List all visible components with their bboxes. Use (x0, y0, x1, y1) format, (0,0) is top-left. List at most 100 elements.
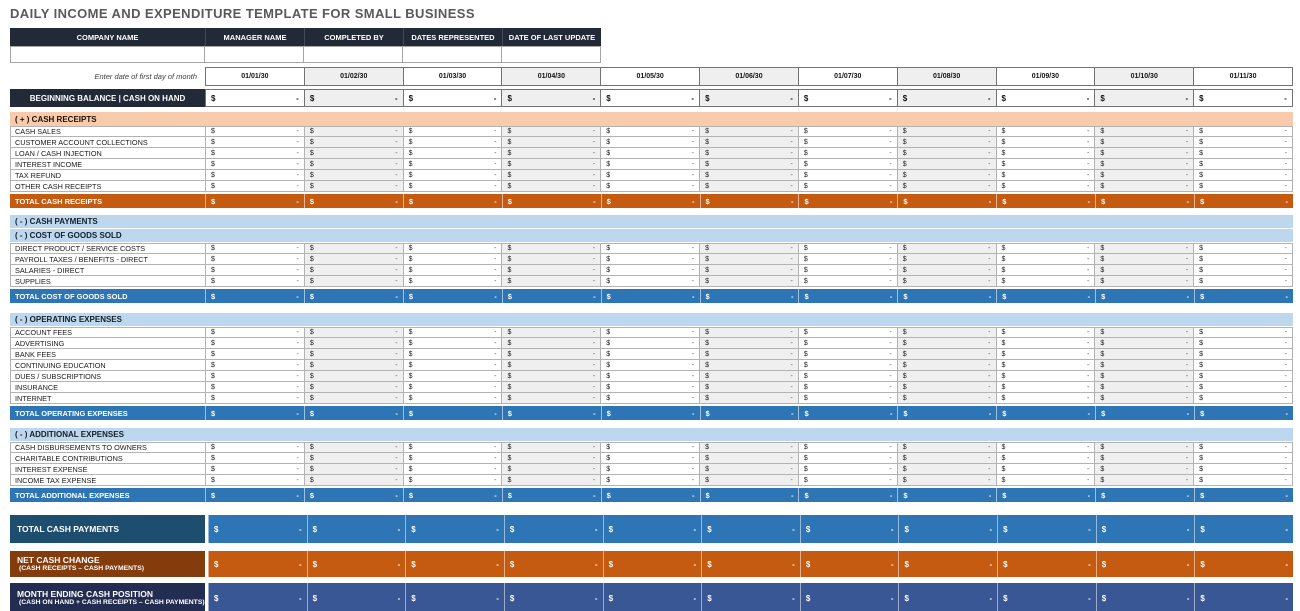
value-cell[interactable]: $ - (896, 338, 996, 349)
date-cell[interactable]: 01/09/30 (996, 67, 1096, 86)
value-cell[interactable]: $ - (205, 349, 304, 360)
summary-value-cell[interactable]: $ - (208, 551, 307, 577)
total-value-cell[interactable]: $ - (1095, 194, 1195, 208)
value-cell[interactable]: $ - (896, 464, 996, 475)
value-cell[interactable]: $ - (995, 475, 1095, 486)
date-cell[interactable]: 01/02/30 (304, 67, 404, 86)
total-value-cell[interactable]: $ - (600, 488, 700, 502)
value-cell[interactable]: $ - (205, 170, 304, 181)
total-value-cell[interactable]: $ - (1194, 406, 1293, 420)
value-cell[interactable]: $ - (1193, 148, 1293, 159)
total-value-cell[interactable]: $ - (205, 289, 304, 303)
value-cell[interactable]: $ - (501, 382, 601, 393)
summary-value-cell[interactable]: $ - (405, 515, 504, 543)
value-cell[interactable]: $ - (995, 181, 1095, 192)
value-cell[interactable]: $ - (600, 442, 700, 453)
value-cell[interactable]: $ - (995, 382, 1095, 393)
value-cell[interactable]: $ - (501, 338, 601, 349)
value-cell[interactable]: $ - (896, 243, 996, 254)
date-cell[interactable]: 01/11/30 (1194, 67, 1293, 86)
value-cell[interactable]: $ - (402, 254, 502, 265)
total-value-cell[interactable]: $ - (600, 289, 700, 303)
value-cell[interactable]: $ - (995, 170, 1095, 181)
value-cell[interactable]: $ - (1193, 276, 1293, 287)
value-cell[interactable]: $ - (700, 89, 799, 107)
value-cell[interactable]: $ - (402, 393, 502, 404)
value-cell[interactable]: $ - (995, 464, 1095, 475)
value-cell[interactable]: $ - (1193, 464, 1293, 475)
value-cell[interactable]: $ - (797, 338, 897, 349)
value-cell[interactable]: $ - (995, 338, 1095, 349)
value-cell[interactable]: $ - (1094, 148, 1194, 159)
value-cell[interactable]: $ - (205, 243, 304, 254)
value-cell[interactable]: $ - (699, 254, 798, 265)
value-cell[interactable]: $ - (896, 254, 996, 265)
value-cell[interactable]: $ - (896, 170, 996, 181)
value-cell[interactable]: $ - (402, 338, 502, 349)
value-cell[interactable]: $ - (303, 276, 403, 287)
value-cell[interactable]: $ - (699, 349, 798, 360)
value-cell[interactable]: $ - (1094, 276, 1194, 287)
value-cell[interactable]: $ - (402, 265, 502, 276)
value-cell[interactable]: $ - (402, 276, 502, 287)
value-cell[interactable]: $ - (995, 442, 1095, 453)
value-cell[interactable]: $ - (600, 371, 700, 382)
value-cell[interactable]: $ - (501, 137, 601, 148)
value-cell[interactable]: $ - (797, 393, 897, 404)
value-cell[interactable]: $ - (600, 338, 700, 349)
total-value-cell[interactable]: $ - (897, 488, 997, 502)
summary-value-cell[interactable]: $ - (503, 583, 603, 611)
value-cell[interactable]: $ - (600, 137, 700, 148)
value-cell[interactable]: $ - (1193, 453, 1293, 464)
value-cell[interactable]: $ - (501, 464, 601, 475)
info-input-cell[interactable] (10, 46, 205, 63)
value-cell[interactable]: $ - (501, 170, 601, 181)
total-value-cell[interactable]: $ - (699, 194, 799, 208)
info-input-cell[interactable] (502, 46, 601, 63)
total-value-cell[interactable]: $ - (798, 406, 898, 420)
summary-value-cell[interactable]: $ - (208, 583, 307, 611)
value-cell[interactable]: $ - (797, 453, 897, 464)
total-value-cell[interactable]: $ - (303, 289, 403, 303)
value-cell[interactable]: $ - (205, 371, 304, 382)
summary-value-cell[interactable]: $ - (799, 551, 899, 577)
value-cell[interactable]: $ - (1193, 475, 1293, 486)
value-cell[interactable]: $ - (600, 126, 700, 137)
value-cell[interactable]: $ - (501, 327, 601, 338)
value-cell[interactable]: $ - (502, 89, 602, 107)
summary-value-cell[interactable]: $ - (1194, 551, 1294, 577)
value-cell[interactable]: $ - (1094, 338, 1194, 349)
summary-value-cell[interactable]: $ - (898, 551, 998, 577)
value-cell[interactable]: $ - (1094, 475, 1194, 486)
value-cell[interactable]: $ - (797, 371, 897, 382)
value-cell[interactable]: $ - (303, 148, 403, 159)
value-cell[interactable]: $ - (501, 254, 601, 265)
value-cell[interactable]: $ - (896, 126, 996, 137)
value-cell[interactable]: $ - (995, 126, 1095, 137)
total-value-cell[interactable]: $ - (501, 194, 601, 208)
value-cell[interactable]: $ - (600, 170, 700, 181)
total-value-cell[interactable]: $ - (996, 406, 1096, 420)
value-cell[interactable]: $ - (1094, 265, 1194, 276)
value-cell[interactable]: $ - (402, 360, 502, 371)
value-cell[interactable]: $ - (205, 475, 304, 486)
summary-value-cell[interactable]: $ - (1095, 583, 1195, 611)
total-value-cell[interactable]: $ - (1095, 488, 1195, 502)
value-cell[interactable]: $ - (699, 360, 798, 371)
value-cell[interactable]: $ - (1094, 327, 1194, 338)
value-cell[interactable]: $ - (600, 148, 700, 159)
value-cell[interactable]: $ - (402, 371, 502, 382)
value-cell[interactable]: $ - (600, 475, 700, 486)
value-cell[interactable]: $ - (1193, 371, 1293, 382)
value-cell[interactable]: $ - (797, 360, 897, 371)
value-cell[interactable]: $ - (205, 393, 304, 404)
value-cell[interactable]: $ - (205, 137, 304, 148)
value-cell[interactable]: $ - (896, 371, 996, 382)
value-cell[interactable]: $ - (402, 475, 502, 486)
value-cell[interactable]: $ - (1094, 126, 1194, 137)
value-cell[interactable]: $ - (1094, 442, 1194, 453)
value-cell[interactable]: $ - (1193, 393, 1293, 404)
value-cell[interactable]: $ - (501, 181, 601, 192)
total-value-cell[interactable]: $ - (996, 194, 1096, 208)
summary-value-cell[interactable]: $ - (503, 551, 603, 577)
